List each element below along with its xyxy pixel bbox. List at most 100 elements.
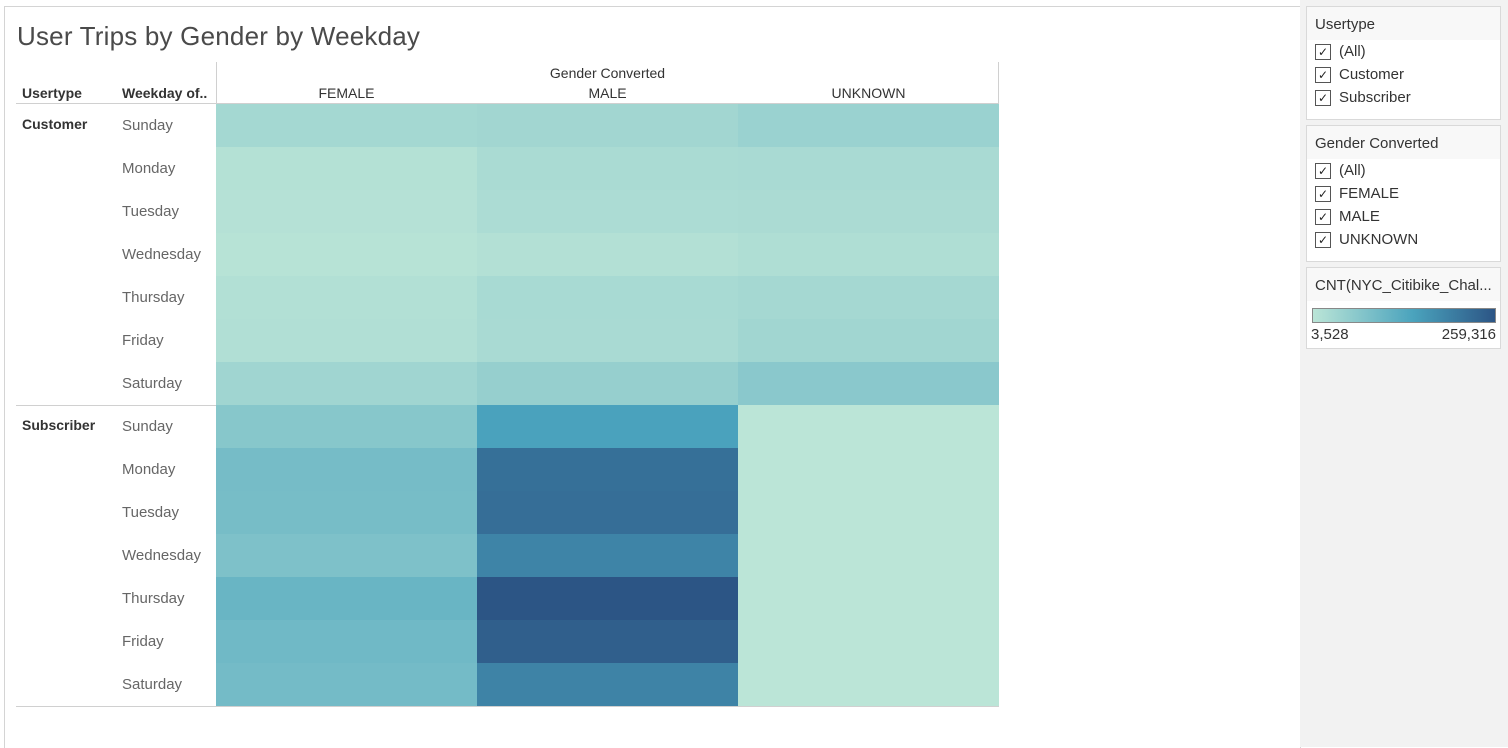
heatmap-cell-customer-sunday-female[interactable] <box>216 104 477 147</box>
heatmap-cell-subscriber-thursday-female[interactable] <box>216 577 477 620</box>
gender-option-female[interactable]: ✓ FEMALE <box>1307 182 1500 205</box>
row-label-customer-saturday[interactable]: Saturday <box>122 375 183 392</box>
checkbox-icon[interactable]: ✓ <box>1315 208 1331 225</box>
row-label-subscriber-thursday[interactable]: Thursday <box>122 590 185 607</box>
sheet-title: User Trips by Gender by Weekday <box>17 21 421 51</box>
checkbox-icon[interactable]: ✓ <box>1315 66 1331 83</box>
heatmap-cell-customer-friday-unknown[interactable] <box>738 319 999 362</box>
heatmap-cell-subscriber-monday-female[interactable] <box>216 448 477 491</box>
heatmap-cell-subscriber-friday-male[interactable] <box>477 620 738 663</box>
heatmap-cell-customer-friday-female[interactable] <box>216 319 477 362</box>
row-label-customer-tuesday[interactable]: Tuesday <box>122 203 179 220</box>
heatmap-cell-customer-thursday-male[interactable] <box>477 276 738 319</box>
heatmap-cell-subscriber-saturday-female[interactable] <box>216 663 477 706</box>
heatmap-cell-subscriber-saturday-unknown[interactable] <box>738 663 999 706</box>
gender-filter-title: Gender Converted <box>1307 126 1500 159</box>
heatmap-cell-customer-monday-unknown[interactable] <box>738 147 999 190</box>
row-label-customer-monday[interactable]: Monday <box>122 160 176 177</box>
heatmap-cell-subscriber-wednesday-male[interactable] <box>477 534 738 577</box>
row-label-customer-wednesday[interactable]: Wednesday <box>122 246 201 263</box>
usertype-option-all[interactable]: ✓ (All) <box>1307 40 1500 63</box>
gender-option-label: MALE <box>1339 208 1380 225</box>
checkbox-icon[interactable]: ✓ <box>1315 231 1331 248</box>
heatmap-cell-subscriber-wednesday-unknown[interactable] <box>738 534 999 577</box>
column-header-unknown[interactable]: UNKNOWN <box>831 85 906 101</box>
gender-option-unknown[interactable]: ✓ UNKNOWN <box>1307 228 1500 251</box>
heatmap-cell-customer-friday-male[interactable] <box>477 319 738 362</box>
heatmap-cell-subscriber-friday-unknown[interactable] <box>738 620 999 663</box>
header-gender-converted[interactable]: Gender Converted <box>549 65 666 81</box>
heatmap-cell-customer-wednesday-female[interactable] <box>216 233 477 276</box>
heatmap-cell-customer-sunday-male[interactable] <box>477 104 738 147</box>
header-bottom-rule <box>16 103 999 104</box>
gender-option-label: FEMALE <box>1339 185 1400 202</box>
row-label-subscriber-saturday[interactable]: Saturday <box>122 676 183 693</box>
usertype-filter-options: ✓ (All) ✓ Customer ✓ Subscriber <box>1307 40 1500 109</box>
checkbox-icon[interactable]: ✓ <box>1315 43 1331 60</box>
heatmap-cell-subscriber-saturday-male[interactable] <box>477 663 738 706</box>
row-label-subscriber-tuesday[interactable]: Tuesday <box>122 504 179 521</box>
heatmap-cell-subscriber-sunday-female[interactable] <box>216 405 477 448</box>
gender-filter-card: Gender Converted ✓ (All) ✓ FEMALE ✓ MALE ✓ UNKN… <box>1306 125 1501 262</box>
color-legend-max: 259,316 <box>1441 326 1496 343</box>
heatmap-cell-customer-thursday-unknown[interactable] <box>738 276 999 319</box>
heatmap-cell-customer-monday-male[interactable] <box>477 147 738 190</box>
column-header-female[interactable]: FEMALE <box>318 85 375 101</box>
header-left-rule <box>216 62 217 104</box>
heatmap-cell-customer-tuesday-male[interactable] <box>477 190 738 233</box>
group-divider <box>16 405 216 406</box>
heatmap-cell-subscriber-monday-unknown[interactable] <box>738 448 999 491</box>
usertype-option-customer[interactable]: ✓ Customer <box>1307 63 1500 86</box>
row-group-customer[interactable]: Customer <box>22 116 88 132</box>
gender-option-male[interactable]: ✓ MALE <box>1307 205 1500 228</box>
usertype-option-label: Subscriber <box>1339 89 1411 106</box>
heatmap-cell-subscriber-thursday-male[interactable] <box>477 577 738 620</box>
heatmap-cell-customer-saturday-unknown[interactable] <box>738 362 999 405</box>
heatmap-cell-subscriber-friday-female[interactable] <box>216 620 477 663</box>
heatmap-cell-subscriber-wednesday-female[interactable] <box>216 534 477 577</box>
usertype-option-label: (All) <box>1339 43 1366 60</box>
row-label-customer-thursday[interactable]: Thursday <box>122 289 185 306</box>
row-label-subscriber-monday[interactable]: Monday <box>122 461 176 478</box>
checkbox-icon[interactable]: ✓ <box>1315 185 1331 202</box>
row-label-subscriber-friday[interactable]: Friday <box>122 633 164 650</box>
heatmap-cell-customer-wednesday-male[interactable] <box>477 233 738 276</box>
column-header-male[interactable]: MALE <box>588 85 627 101</box>
heatmap-cell-subscriber-tuesday-unknown[interactable] <box>738 491 999 534</box>
gender-option-label: UNKNOWN <box>1339 231 1419 248</box>
heatmap-cell-subscriber-thursday-unknown[interactable] <box>738 577 999 620</box>
heatmap-cell-customer-wednesday-unknown[interactable] <box>738 233 999 276</box>
viz-area: User Trips by Gender by Weekday Usertype… <box>4 6 1301 748</box>
heatmap-cell-subscriber-sunday-unknown[interactable] <box>738 405 999 448</box>
heatmap-cell-customer-sunday-unknown[interactable] <box>738 104 999 147</box>
heatmap-cell-subscriber-tuesday-male[interactable] <box>477 491 738 534</box>
header-usertype[interactable]: Usertype <box>22 85 82 101</box>
heatmap-cell-subscriber-monday-male[interactable] <box>477 448 738 491</box>
heatmap-cell-customer-saturday-male[interactable] <box>477 362 738 405</box>
color-legend-min: 3,528 <box>1311 326 1349 343</box>
usertype-option-label: Customer <box>1339 66 1405 83</box>
group-divider <box>16 706 999 707</box>
row-group-subscriber[interactable]: Subscriber <box>22 417 96 433</box>
color-legend-card: CNT(NYC_Citibike_Chal... 3,528 259,316 <box>1306 267 1501 349</box>
heatmap-cell-customer-tuesday-unknown[interactable] <box>738 190 999 233</box>
heatmap-cell-customer-thursday-female[interactable] <box>216 276 477 319</box>
gender-option-all[interactable]: ✓ (All) <box>1307 159 1500 182</box>
gender-option-label: (All) <box>1339 162 1366 179</box>
row-label-subscriber-wednesday[interactable]: Wednesday <box>122 547 201 564</box>
side-panel <box>1300 0 1508 747</box>
checkbox-icon[interactable]: ✓ <box>1315 162 1331 179</box>
header-right-rule <box>998 62 999 104</box>
heatmap-cell-subscriber-tuesday-female[interactable] <box>216 491 477 534</box>
checkbox-icon[interactable]: ✓ <box>1315 89 1331 106</box>
usertype-option-subscriber[interactable]: ✓ Subscriber <box>1307 86 1500 109</box>
heatmap-cell-customer-saturday-female[interactable] <box>216 362 477 405</box>
usertype-filter-title: Usertype <box>1307 7 1500 40</box>
header-weekday[interactable]: Weekday of.. <box>122 85 208 101</box>
row-label-subscriber-sunday[interactable]: Sunday <box>122 418 173 435</box>
heatmap-cell-customer-monday-female[interactable] <box>216 147 477 190</box>
row-label-customer-sunday[interactable]: Sunday <box>122 117 173 134</box>
heatmap-cell-customer-tuesday-female[interactable] <box>216 190 477 233</box>
row-label-customer-friday[interactable]: Friday <box>122 332 164 349</box>
heatmap-cell-subscriber-sunday-male[interactable] <box>477 405 738 448</box>
